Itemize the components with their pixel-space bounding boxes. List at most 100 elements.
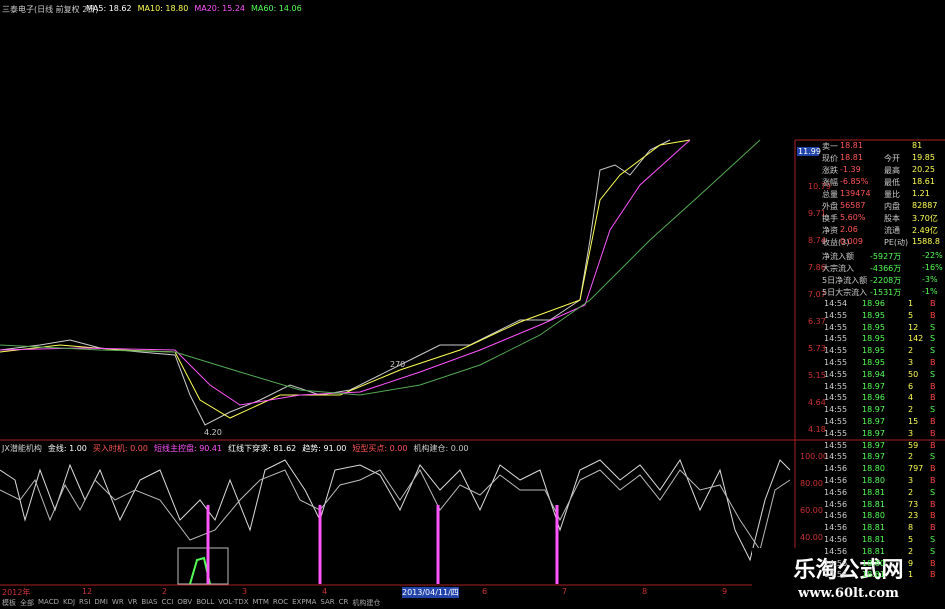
- flow-label: 5日大宗流入: [822, 288, 868, 297]
- indicator-tab[interactable]: BIAS: [141, 598, 158, 606]
- indicator-tab[interactable]: VOL-TDX: [218, 598, 249, 606]
- tick-time: 14:55: [824, 358, 848, 367]
- quote-value: 0.009: [840, 237, 863, 246]
- indicator-tab[interactable]: 机构建仓: [352, 599, 381, 607]
- indicator-tab[interactable]: WR: [111, 598, 124, 606]
- date-axis-label: 2: [162, 587, 168, 596]
- tick-price: 18.81: [862, 570, 885, 580]
- quote-value: 139474: [840, 189, 871, 198]
- price-axis-label: 7.07: [808, 290, 826, 299]
- quote-value: -1.39: [840, 165, 861, 174]
- price-axis-label: 5.73: [808, 344, 826, 353]
- flow-label: 大宗流入: [822, 264, 854, 273]
- quote-label: 今开: [884, 154, 900, 163]
- indicator-tab[interactable]: MACD: [38, 598, 59, 606]
- indicator-tab[interactable]: CCI: [161, 598, 174, 606]
- indicator-label: JX潜能机构: [2, 444, 42, 453]
- tick-time: 14:55: [824, 452, 848, 462]
- tick-price: 18.97: [862, 452, 885, 462]
- tick-side: B: [930, 428, 936, 438]
- tick-side: B: [930, 570, 936, 580]
- price-axis-label: 6.37: [808, 317, 826, 326]
- indicator-tab[interactable]: SAR: [320, 598, 335, 606]
- quote-label: 最低: [884, 178, 900, 187]
- indicator-tab[interactable]: OBV: [177, 598, 193, 606]
- indicator-tab[interactable]: BOLL: [196, 598, 215, 606]
- date-axis-label: 12: [82, 587, 93, 596]
- date-axis-label: 4: [322, 587, 328, 596]
- price-axis-label: 9.71: [808, 209, 826, 218]
- tick-price: 18.94: [862, 369, 885, 379]
- indicator-label: 红线下穿求: 81.62: [228, 444, 297, 453]
- tick-price: 18.97: [862, 428, 885, 438]
- watermark-title: 乐淘公式网: [793, 557, 904, 583]
- indicator-tab[interactable]: MTM: [252, 598, 269, 606]
- tick-side: B: [930, 511, 936, 521]
- tick-volume: 2: [908, 487, 914, 497]
- price-line: [0, 139, 671, 426]
- tick-price: 18.80: [862, 476, 885, 485]
- date-axis-label: 6: [482, 587, 488, 596]
- tick-volume: 50: [908, 369, 919, 379]
- date-axis-label: 2012年: [2, 588, 31, 597]
- indicator-tab[interactable]: KDJ: [62, 598, 76, 606]
- indicator-tab[interactable]: 全部: [20, 599, 34, 607]
- tick-price: 18.80: [862, 558, 885, 568]
- indicator-axis-label: 40.00: [800, 533, 823, 542]
- tick-price: 18.95: [862, 358, 885, 367]
- tick-volume: 12: [908, 322, 919, 332]
- tick-price: 18.95: [862, 322, 885, 332]
- tick-side: B: [930, 464, 936, 474]
- tick-price: 18.95: [862, 346, 885, 356]
- flow-label: 5日净流入额: [822, 276, 868, 285]
- tick-price: 18.81: [862, 487, 885, 497]
- quote-value: 82887: [912, 201, 938, 210]
- indicator-tab[interactable]: VR: [127, 598, 138, 606]
- indicator-box: [177, 547, 229, 585]
- tick-price: 18.80: [862, 464, 885, 474]
- quote-label: PE(动): [884, 238, 909, 247]
- tick-price: 18.80: [862, 511, 885, 521]
- tick-side: B: [930, 499, 936, 509]
- tick-volume: 142: [908, 334, 924, 344]
- indicator-axis-label: 100.00: [800, 452, 828, 461]
- indicator-tab[interactable]: DMI: [94, 598, 108, 606]
- price-axis-label: 4.64: [808, 398, 826, 407]
- indicator-tab[interactable]: RSI: [79, 598, 91, 606]
- tick-side: B: [930, 310, 936, 320]
- date-axis-label: 8: [642, 587, 648, 596]
- quote-label: 量比: [884, 190, 900, 199]
- flow-value: -2208万: [870, 276, 902, 285]
- quote-value: 1588.8: [912, 237, 940, 246]
- tick-price: 18.96: [862, 393, 885, 403]
- tick-side: B: [930, 523, 936, 533]
- tick-side: S: [930, 452, 936, 462]
- tick-volume: 5: [908, 535, 914, 544]
- indicator-line: [0, 458, 791, 562]
- price-axis-label: 7.86: [808, 263, 826, 272]
- indicator-tab[interactable]: 模板: [2, 599, 16, 607]
- tick-time: 14:56: [824, 523, 848, 533]
- tick-side: S: [930, 487, 936, 497]
- tick-time: 14:56: [824, 511, 848, 521]
- tick-volume: 4: [908, 393, 914, 403]
- indicator-tab[interactable]: CR: [338, 598, 349, 606]
- tick-price: 18.81: [862, 523, 885, 533]
- quote-label: 股本: [884, 214, 900, 223]
- tick-volume: 73: [908, 499, 919, 509]
- tick-volume: 6: [908, 381, 914, 391]
- date-axis-label: 3: [242, 587, 248, 596]
- quote-label: 涨幅: [822, 178, 838, 187]
- indicator-tab[interactable]: EXPMA: [292, 598, 317, 606]
- watermark: 乐淘公式网 www.60lt.com: [752, 548, 945, 608]
- stock-title: 三泰电子(日线 前复权 2日): [2, 5, 99, 14]
- quote-value: 20.25: [912, 165, 935, 174]
- quote-value: 18.61: [912, 177, 935, 186]
- quote-label: 内盘: [884, 202, 900, 211]
- tick-side: S: [930, 322, 936, 332]
- tick-price: 18.97: [862, 381, 885, 391]
- signal-spikes: [206, 505, 559, 584]
- tick-price: 18.97: [862, 440, 885, 450]
- tick-time: 14:56: [824, 476, 848, 485]
- indicator-tab[interactable]: ROC: [272, 598, 289, 606]
